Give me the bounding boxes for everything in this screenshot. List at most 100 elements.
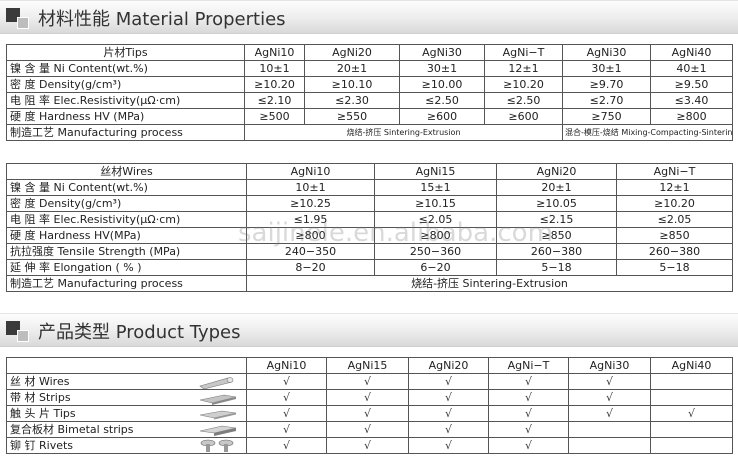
table-cell: 6−20 (374, 259, 497, 276)
table-cell: ≥10.05 (496, 195, 617, 212)
row-label: 制造工艺 Manufacturing process (6, 275, 247, 292)
table-cell: ≥9.70 (562, 76, 651, 93)
table-row: 延 伸 率 Elongation ( % ) 8−20 6−20 5−18 5−18 (6, 259, 733, 276)
table-cell: 12±1 (484, 60, 563, 77)
row-label: 复合板材 Bimetal strips (10, 423, 134, 436)
check-mark: √ (408, 405, 489, 422)
check-mark: √ (408, 373, 489, 390)
table-cell: ≥10.20 (484, 76, 563, 93)
table-row: 硬 度 Hardness HV(MPa) ≥800 ≥800 ≥850 ≥850 (6, 227, 733, 244)
check-mark: √ (326, 389, 409, 406)
row-label: 铆 钉 Rivets (10, 439, 74, 452)
table-cell: 250−360 (374, 243, 497, 260)
table-cell: ≤3.40 (650, 92, 733, 109)
table-cell: ≤2.05 (374, 211, 497, 228)
table-row: 镍 含 量 Ni Content(wt.%) 10±1 15±1 20±1 12±1 (6, 179, 733, 196)
column-header: AgNi15 (374, 163, 497, 180)
table-cell: ≥10.20 (616, 195, 733, 212)
check-mark: √ (408, 437, 489, 454)
product-types-header: 产品类型 Product Types (0, 313, 738, 347)
header-square-accent-icon (17, 330, 29, 342)
table-cell: ≥550 (304, 108, 400, 125)
tip-icon (198, 407, 238, 421)
table-cell: 混合-模压-烧结 Mixing-Compacting-Sintering (562, 124, 733, 141)
check-mark: √ (650, 405, 733, 422)
empty-cell (568, 421, 651, 438)
table-cell: ≥10.10 (304, 76, 400, 93)
table-cell: ≥10.00 (399, 76, 485, 93)
row-label: 密 度 Density(g/cm³) (6, 76, 245, 93)
column-header: AgNi40 (650, 44, 733, 61)
table-cell: ≥600 (399, 108, 485, 125)
row-label-cell: 带 材 Strips (6, 389, 247, 406)
row-label: 触 头 片 Tips (10, 407, 76, 420)
wires-properties-table: 丝材Wires AgNi10 AgNi15 AgNi20 AgNi−T 镍 含 量 Ni … (6, 163, 733, 292)
table-row: 硬 度 Hardness HV (MPa) ≥500 ≥550 ≥600 ≥600 ≥75… (6, 108, 733, 125)
column-header: AgNi−T (616, 163, 733, 180)
wire-icon (198, 375, 238, 389)
bimetal-strip-icon (198, 423, 238, 437)
section-title: 产品类型 Product Types (38, 322, 241, 343)
row-label-cell: 触 头 片 Tips (6, 405, 247, 422)
row-label: 电 阻 率 Elec.Resistivity(μΩ·cm) (6, 92, 245, 109)
table-cell: ≥10.20 (244, 76, 305, 93)
table-cell: ≤1.95 (246, 211, 375, 228)
check-mark: √ (488, 373, 569, 390)
check-mark: √ (488, 405, 569, 422)
table-cell: ≤2.50 (484, 92, 563, 109)
table-cell: ≥800 (374, 227, 497, 244)
table-cell: 8−20 (246, 259, 375, 276)
table-row: 密 度 Density(g/cm³) ≥10.25 ≥10.15 ≥10.05 ≥10.… (6, 195, 733, 212)
row-label: 制造工艺 Manufacturing process (6, 124, 245, 141)
empty-cell (650, 373, 733, 390)
column-header: AgNi−T (484, 44, 563, 61)
column-header: AgNi40 (650, 357, 733, 374)
product-types-table: AgNi10 AgNi15 AgNi20 AgNi−T AgNi30 AgNi40 丝 材 … (6, 357, 733, 454)
table-cell: 240−350 (246, 243, 375, 260)
table-row: 电 阻 率 Elec.Resistivity(μΩ·cm) ≤1.95 ≤2.05 ≤… (6, 211, 733, 228)
table-row: 丝 材 Wires √ √ √ √ √ (6, 373, 733, 390)
row-label: 丝 材 Wires (10, 375, 70, 388)
table-row: 制造工艺 Manufacturing process 烧结-挤压 Sinterin… (6, 124, 733, 141)
table-cell: 20±1 (304, 60, 400, 77)
check-mark: √ (246, 389, 327, 406)
table-header-row: 丝材Wires AgNi10 AgNi15 AgNi20 AgNi−T (6, 163, 733, 180)
header-square-icon (6, 8, 20, 22)
column-header: AgNi20 (304, 44, 400, 61)
material-properties-header: 材料性能 Material Properties (0, 0, 738, 34)
section-title: 材料性能 Material Properties (38, 9, 286, 30)
table-cell: 10±1 (246, 179, 375, 196)
table-cell: 20±1 (496, 179, 617, 196)
table-header-row: AgNi10 AgNi15 AgNi20 AgNi−T AgNi30 AgNi40 (6, 357, 733, 374)
table-cell: 烧结-挤压 Sintering-Extrusion (244, 124, 563, 141)
column-header: AgNi10 (246, 163, 375, 180)
table-cell: 10±1 (244, 60, 305, 77)
check-mark: √ (326, 373, 409, 390)
table-cell: ≤2.10 (244, 92, 305, 109)
column-header: AgNi20 (408, 357, 489, 374)
row-label: 密 度 Density(g/cm³) (6, 195, 247, 212)
check-mark: √ (408, 389, 489, 406)
check-mark: √ (488, 389, 569, 406)
table-cell: 12±1 (616, 179, 733, 196)
check-mark: √ (408, 421, 489, 438)
table-cell: 260−380 (616, 243, 733, 260)
table-header-label: 丝材Wires (6, 163, 247, 180)
row-label: 延 伸 率 Elongation ( % ) (6, 259, 247, 276)
table-cell: ≥800 (246, 227, 375, 244)
row-label: 电 阻 率 Elec.Resistivity(μΩ·cm) (6, 211, 247, 228)
column-header: AgNi30 (399, 44, 485, 61)
table-cell: ≥750 (562, 108, 651, 125)
table-cell: ≥10.25 (246, 195, 375, 212)
empty-cell (568, 437, 651, 454)
row-label: 镍 含 量 Ni Content(wt.%) (6, 179, 247, 196)
table-cell: 30±1 (562, 60, 651, 77)
row-label: 硬 度 Hardness HV(MPa) (6, 227, 247, 244)
check-mark: √ (246, 373, 327, 390)
check-mark: √ (326, 405, 409, 422)
check-mark: √ (568, 389, 651, 406)
table-row: 制造工艺 Manufacturing process 烧结-挤压 Sinterin… (6, 275, 733, 292)
check-mark: √ (568, 373, 651, 390)
column-header: AgNi15 (326, 357, 409, 374)
header-square-icon (6, 321, 20, 335)
